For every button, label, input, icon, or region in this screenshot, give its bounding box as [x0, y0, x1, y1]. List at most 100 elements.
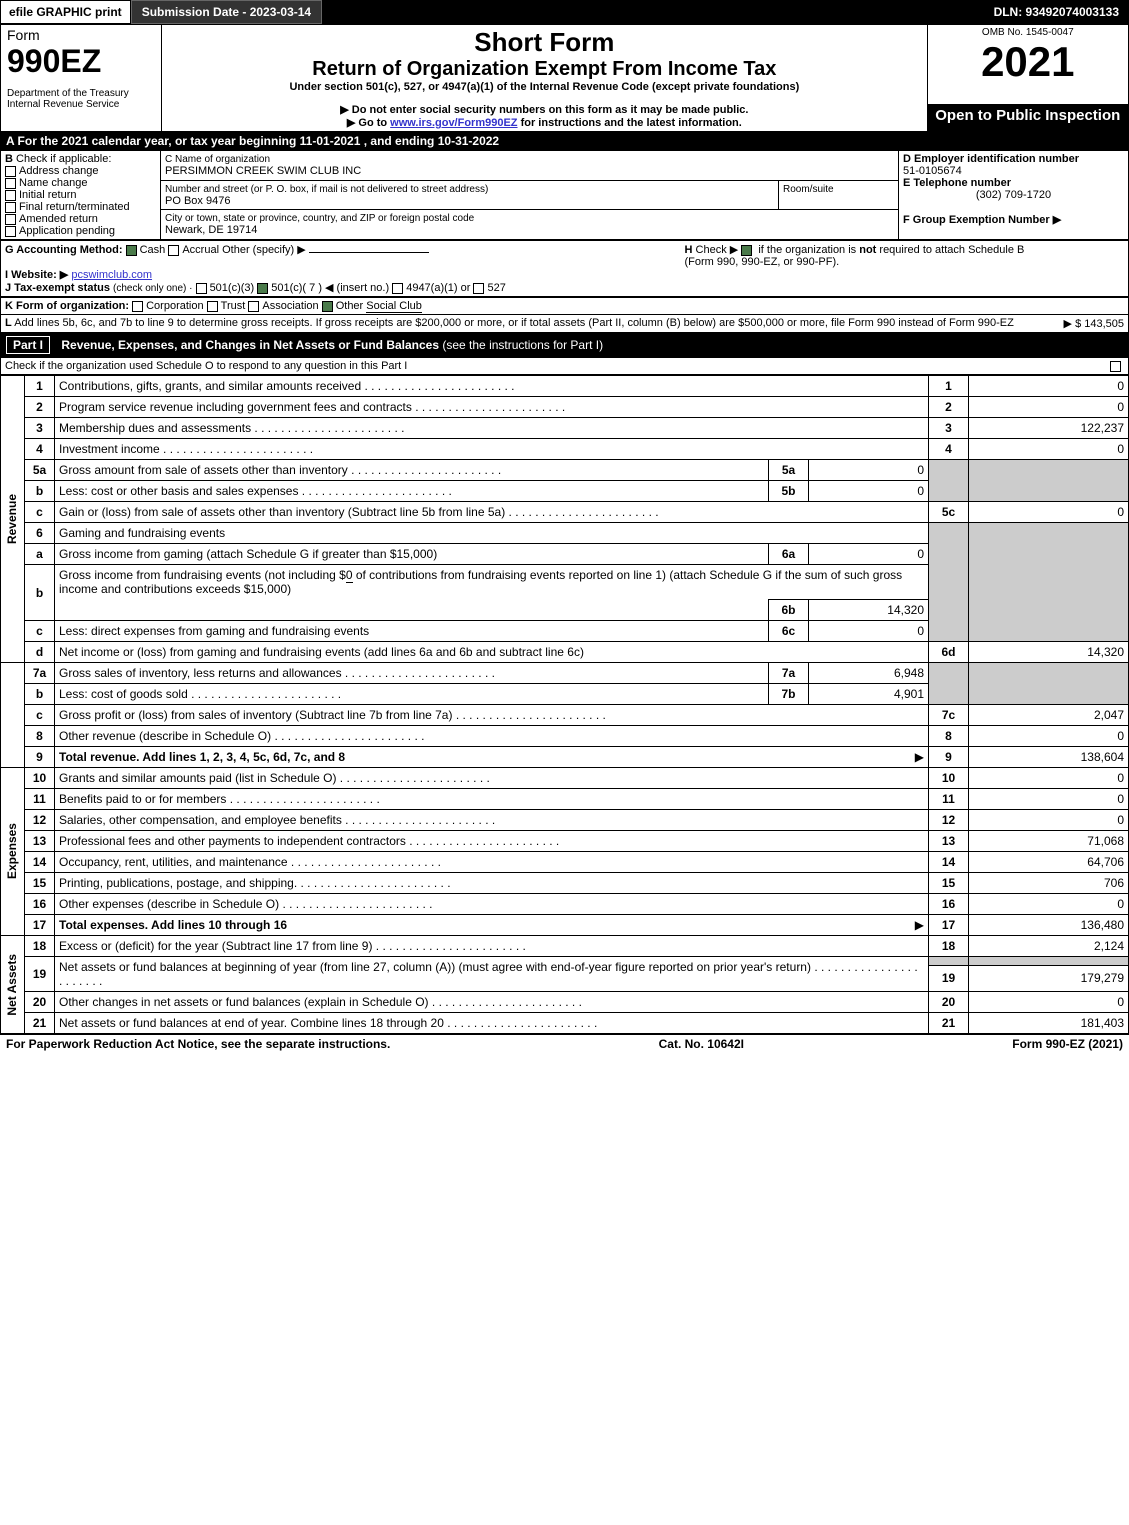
checkbox-schedule-b[interactable] [741, 245, 752, 256]
line-2-desc: Program service revenue including govern… [59, 400, 565, 414]
line-6d-desc: Net income or (loss) from gaming and fun… [59, 645, 584, 659]
submission-date: Submission Date - 2023-03-14 [131, 0, 322, 24]
line-3-num: 3 [25, 418, 55, 439]
line-4-desc: Investment income [59, 442, 313, 456]
opt-application-pending: Application pending [19, 225, 115, 237]
line-6b-desc1: Gross income from fundraising events (no… [59, 568, 346, 582]
checkbox-schedule-o[interactable] [1110, 361, 1121, 372]
line-13-num: 13 [25, 831, 55, 852]
line-6c-subval: 0 [809, 621, 929, 642]
line-6d-val: 14,320 [969, 642, 1129, 663]
checkbox-accrual[interactable] [168, 245, 179, 256]
line-3-box: 3 [929, 418, 969, 439]
line-5c-box: 5c [929, 502, 969, 523]
section-a: A For the 2021 calendar year, or tax yea… [0, 132, 1129, 150]
checkbox-501c[interactable] [257, 283, 268, 294]
city: Newark, DE 19714 [165, 224, 257, 236]
under-section: Under section 501(c), 527, or 4947(a)(1)… [168, 81, 920, 93]
tax-year: 2021 [934, 38, 1122, 86]
line-10-val: 0 [969, 768, 1129, 789]
line-7a-subval: 6,948 [809, 663, 929, 684]
title-main: Return of Organization Exempt From Incom… [168, 58, 920, 81]
checkbox-initial-return[interactable] [5, 190, 16, 201]
revenue-label: Revenue [5, 494, 19, 544]
checkbox-final-return[interactable] [5, 202, 16, 213]
line-15-box: 15 [929, 873, 969, 894]
checkbox-501c3[interactable] [196, 283, 207, 294]
line-6d-box: 6d [929, 642, 969, 663]
line-12-val: 0 [969, 810, 1129, 831]
line-21-desc: Net assets or fund balances at end of ye… [59, 1016, 597, 1030]
efile-label: efile GRAPHIC print [0, 0, 131, 24]
line-4-num: 4 [25, 439, 55, 460]
checkbox-corporation[interactable] [132, 301, 143, 312]
section-l-label: L [5, 317, 12, 329]
line-11-val: 0 [969, 789, 1129, 810]
ein: 51-0105674 [903, 165, 962, 177]
footer: For Paperwork Reduction Act Notice, see … [0, 1034, 1129, 1053]
line-7c-num: c [25, 705, 55, 726]
website-link[interactable]: pcswimclub.com [71, 269, 152, 281]
checkbox-application-pending[interactable] [5, 226, 16, 237]
part-i-header: Part I Revenue, Expenses, and Changes in… [0, 333, 1129, 357]
section-j-sub: (check only one) · [113, 283, 192, 294]
line-6b-sub: 6b [769, 600, 809, 621]
line-7c-box: 7c [929, 705, 969, 726]
line-4-val: 0 [969, 439, 1129, 460]
line-1-desc: Contributions, gifts, grants, and simila… [59, 379, 515, 393]
addr: PO Box 9476 [165, 195, 230, 207]
irs-link[interactable]: www.irs.gov/Form990EZ [390, 117, 517, 129]
line-6c-num: c [25, 621, 55, 642]
checkbox-amended-return[interactable] [5, 214, 16, 225]
line-16-num: 16 [25, 894, 55, 915]
h-text2: if the organization is [758, 244, 859, 256]
line-16-box: 16 [929, 894, 969, 915]
checkbox-trust[interactable] [207, 301, 218, 312]
line-20-desc: Other changes in net assets or fund bala… [59, 995, 582, 1009]
room-label: Room/suite [783, 184, 834, 195]
line-17-num: 17 [25, 915, 55, 936]
part-i-title: Revenue, Expenses, and Changes in Net As… [61, 338, 439, 352]
line-8-num: 8 [25, 726, 55, 747]
line-13-desc: Professional fees and other payments to … [59, 834, 559, 848]
opt-4947: 4947(a)(1) or [406, 282, 470, 294]
omb-number: OMB No. 1545-0047 [934, 27, 1122, 38]
opt-amended-return: Amended return [19, 213, 98, 225]
opt-name-change: Name change [19, 177, 88, 189]
note-goto-suffix: for instructions and the latest informat… [518, 117, 742, 129]
line-11-desc: Benefits paid to or for members [59, 792, 380, 806]
line-20-val: 0 [969, 992, 1129, 1013]
line-9-box: 9 [929, 747, 969, 768]
part-i-sub: (see the instructions for Part I) [442, 338, 603, 352]
checkbox-name-change[interactable] [5, 178, 16, 189]
city-label: City or town, state or province, country… [165, 213, 474, 224]
checkbox-address-change[interactable] [5, 166, 16, 177]
line-6-num: 6 [25, 523, 55, 544]
checkbox-association[interactable] [248, 301, 259, 312]
opt-501c3: 501(c)(3) [210, 282, 255, 294]
section-k-label: K Form of organization: [5, 300, 129, 312]
line-19-box: 19 [929, 965, 969, 991]
line-11-num: 11 [25, 789, 55, 810]
line-18-val: 2,124 [969, 936, 1129, 957]
opt-other-method: Other (specify) ▶ [222, 244, 306, 256]
checkbox-other-org[interactable] [322, 301, 333, 312]
line-12-num: 12 [25, 810, 55, 831]
line-16-val: 0 [969, 894, 1129, 915]
checkbox-cash[interactable] [126, 245, 137, 256]
netassets-label: Net Assets [5, 954, 19, 1016]
line-15-num: 15 [25, 873, 55, 894]
line-18-num: 18 [25, 936, 55, 957]
footer-left: For Paperwork Reduction Act Notice, see … [6, 1037, 390, 1051]
h-text1: Check ▶ [696, 244, 742, 256]
line-7a-desc: Gross sales of inventory, less returns a… [59, 666, 495, 680]
org-name: PERSIMMON CREEK SWIM CLUB INC [165, 165, 361, 177]
line-6b-num: b [25, 565, 55, 621]
checkbox-527[interactable] [473, 283, 484, 294]
checkbox-4947[interactable] [392, 283, 403, 294]
phone: (302) 709-1720 [903, 189, 1124, 201]
line-5b-num: b [25, 481, 55, 502]
line-8-box: 8 [929, 726, 969, 747]
opt-association: Association [262, 300, 318, 312]
line-18-desc: Excess or (deficit) for the year (Subtra… [59, 939, 526, 953]
